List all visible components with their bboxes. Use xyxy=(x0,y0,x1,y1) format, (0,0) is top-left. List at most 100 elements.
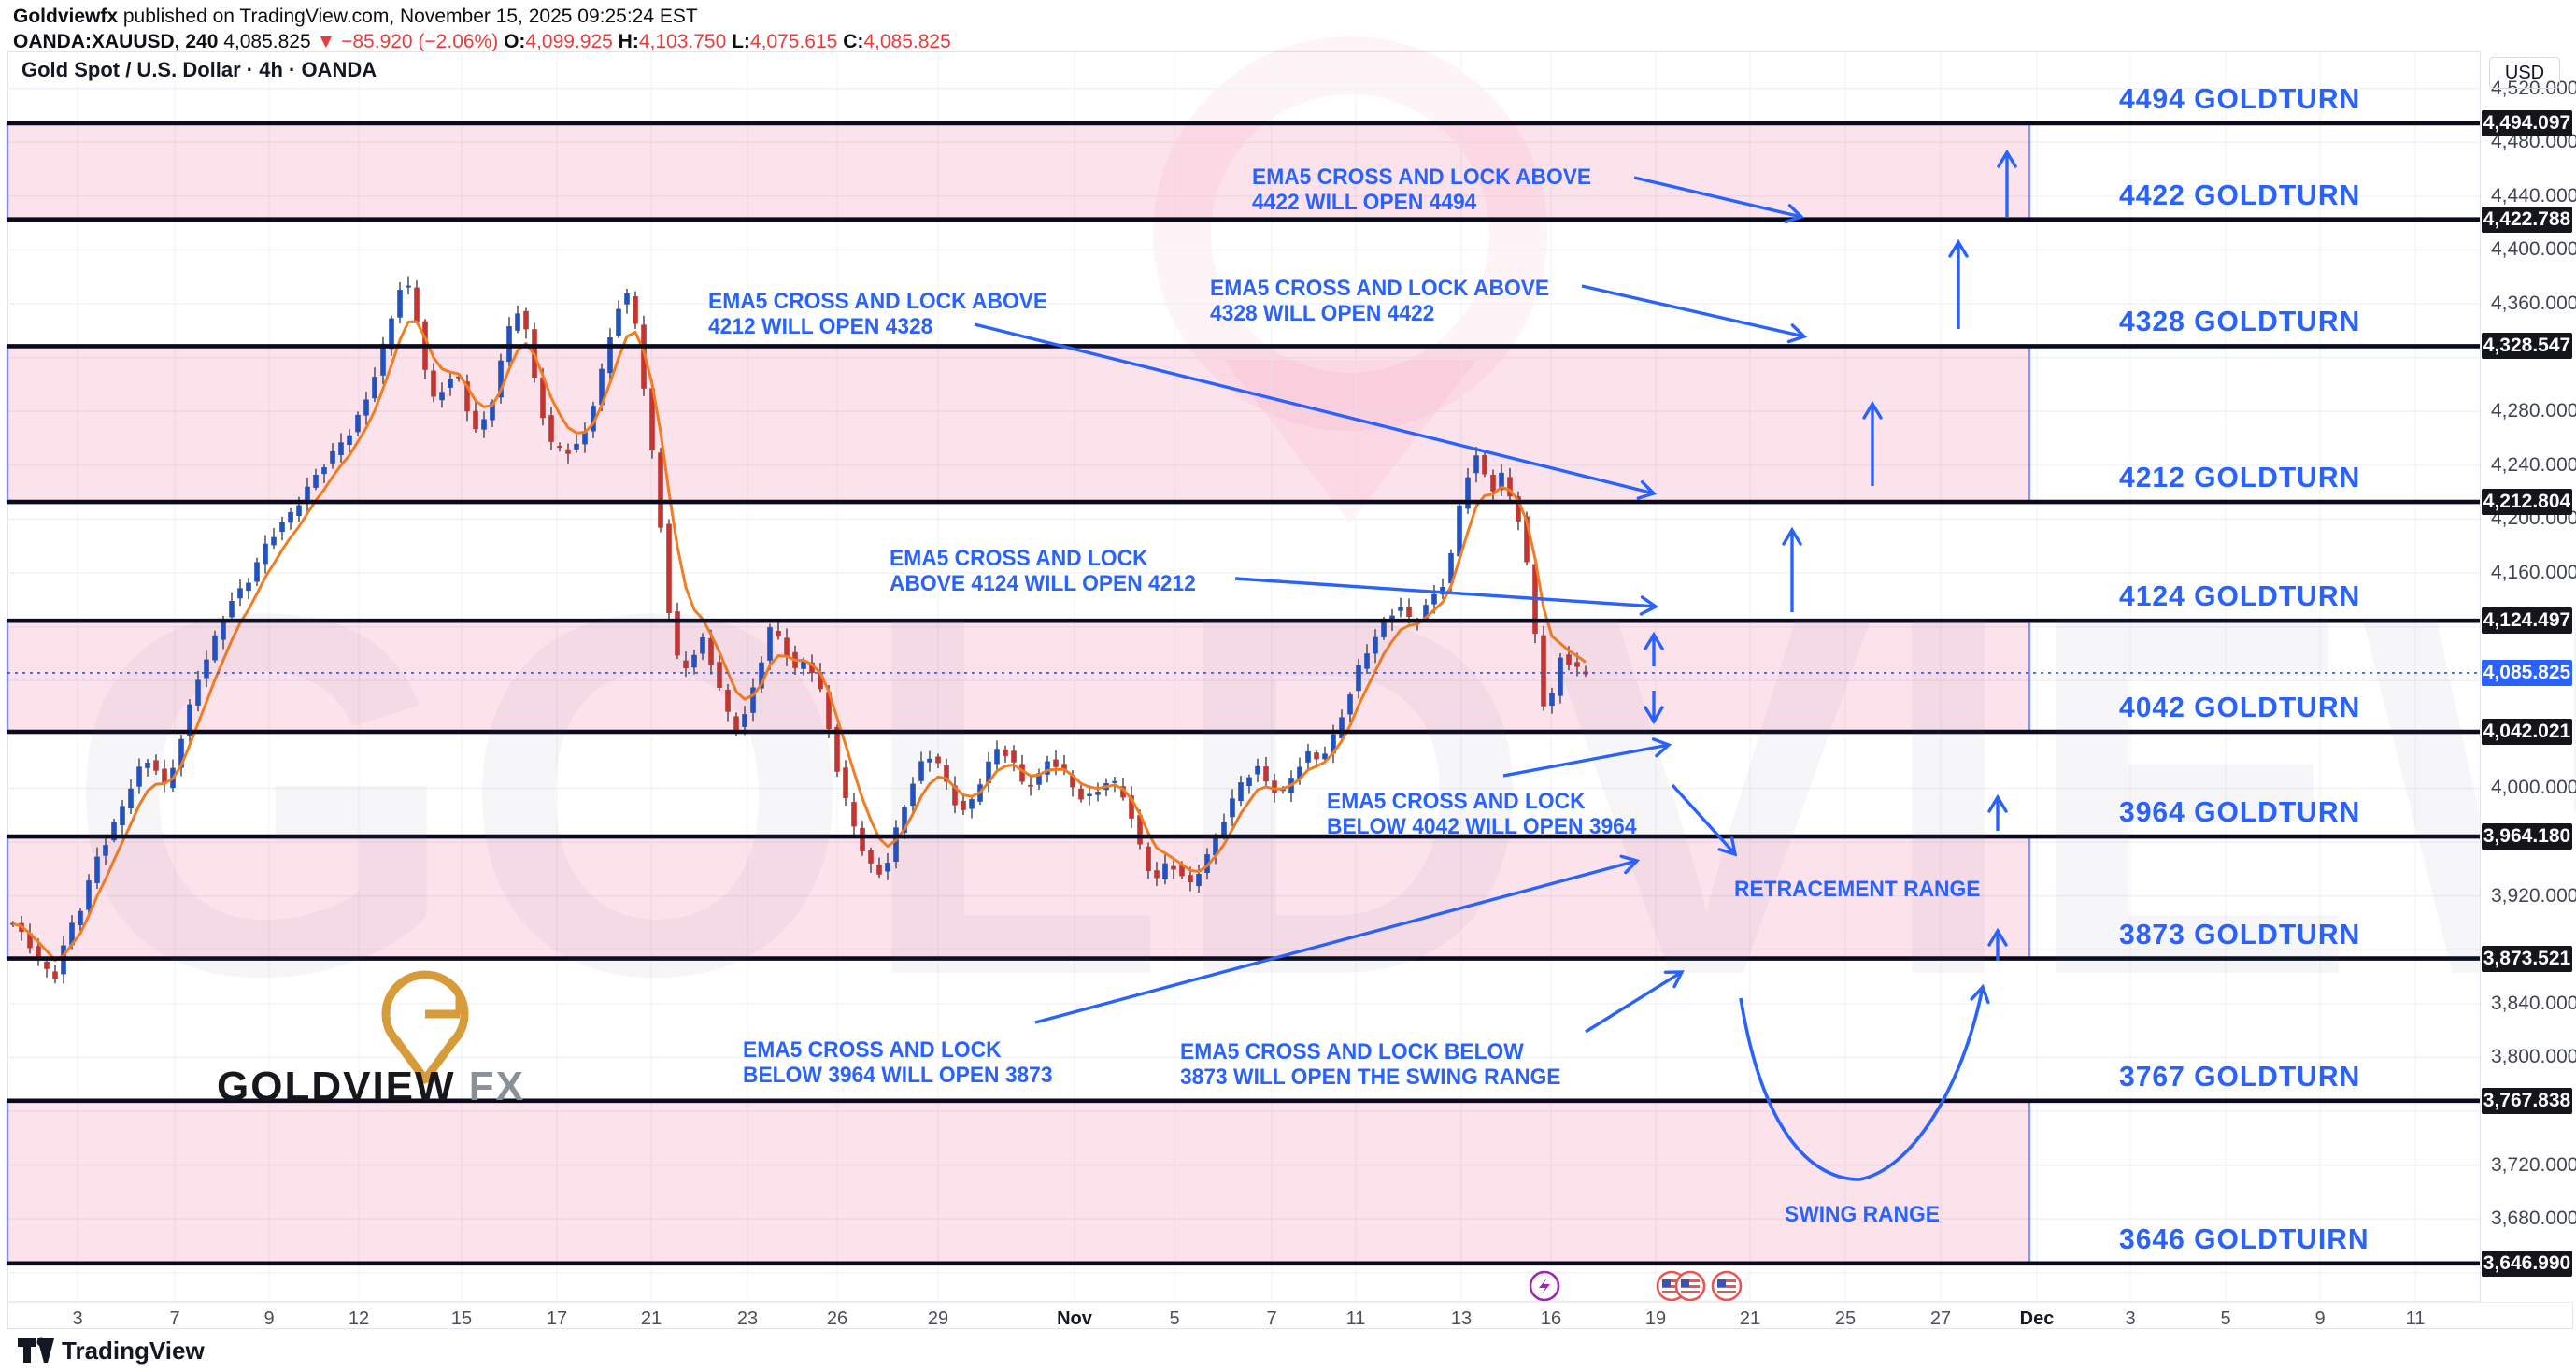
ohlc-key-3: C: xyxy=(843,31,864,52)
us-flag-icon[interactable] xyxy=(1674,1270,1706,1302)
date-tick-label: 3 xyxy=(72,1308,83,1329)
candle-body xyxy=(1230,798,1235,818)
candle-body xyxy=(565,449,571,454)
goldturn-band[interactable] xyxy=(6,835,2031,960)
swing-range-curve-arrow[interactable] xyxy=(1739,983,1990,1181)
goldturn-band[interactable] xyxy=(6,620,2031,734)
ann-4124[interactable]: EMA5 CROSS AND LOCK ABOVE 4124 WILL OPEN … xyxy=(890,546,1196,596)
date-tick-label: 11 xyxy=(2405,1308,2426,1329)
candle-body xyxy=(363,399,369,416)
candle-body xyxy=(557,446,562,449)
candle-body xyxy=(902,807,907,834)
candle-body xyxy=(69,922,75,946)
tradingview-logo-icon[interactable] xyxy=(17,1336,54,1365)
footer: TradingView xyxy=(17,1335,205,1366)
candle-body xyxy=(1381,620,1387,637)
level-price-badge: 4,422.788 xyxy=(2482,206,2572,233)
candle-body xyxy=(1457,505,1462,557)
ann-4328[interactable]: EMA5 CROSS AND LOCK ABOVE 4212 WILL OPEN … xyxy=(708,289,1047,339)
annotation-arrow[interactable] xyxy=(1585,970,1685,1034)
swing-range-line: SWING RANGE xyxy=(1785,1202,1940,1227)
goldturn-label[interactable]: 4494 GOLDTURN xyxy=(2119,82,2361,115)
candle-body xyxy=(523,310,529,330)
goldturn-label[interactable]: 4124 GOLDTURN xyxy=(2119,579,2361,613)
lightning-icon[interactable] xyxy=(1529,1270,1560,1302)
ann-3964[interactable]: EMA5 CROSS AND LOCK BELOW 3964 WILL OPEN … xyxy=(743,1037,1053,1088)
chart-pane[interactable] xyxy=(7,51,2573,1329)
candle-body xyxy=(313,475,319,488)
annotation-arrow[interactable] xyxy=(1034,854,1641,1024)
goldturn-band[interactable] xyxy=(6,1099,2031,1265)
goldturn-label[interactable]: 4422 GOLDTURN xyxy=(2119,178,2361,211)
candle-body xyxy=(927,758,932,763)
goldturn-label[interactable]: 3646 GOLDTUIRN xyxy=(2119,1222,2370,1255)
date-tick-label: 16 xyxy=(1540,1308,1562,1329)
date-tick-label: 21 xyxy=(640,1308,662,1329)
chart-title: Gold Spot / U.S. Dollar · 4h · OANDA xyxy=(21,58,377,81)
candle-body xyxy=(759,662,764,689)
candle-body xyxy=(801,660,806,669)
candle-body xyxy=(406,285,411,288)
swing-range[interactable]: SWING RANGE xyxy=(1785,1202,1940,1227)
candle-body xyxy=(221,621,226,640)
candle-body xyxy=(700,637,705,654)
level-price-badge: 3,873.521 xyxy=(2482,945,2572,972)
date-tick-label: Nov xyxy=(1057,1308,1092,1329)
annotation-arrow[interactable] xyxy=(1671,783,1738,857)
price-change: −85.920 (−2.06%) xyxy=(341,31,505,52)
annotation-arrow[interactable] xyxy=(1502,737,1672,778)
candle-body xyxy=(935,756,941,764)
annotation-arrow[interactable] xyxy=(1234,577,1659,616)
annotation-arrow[interactable] xyxy=(1581,284,1808,344)
candle-body xyxy=(1003,749,1008,756)
candle-body xyxy=(776,631,781,637)
candle-body xyxy=(1238,782,1244,802)
goldturn-label[interactable]: 3767 GOLDTURN xyxy=(2119,1059,2361,1093)
annotation-arrow[interactable] xyxy=(1633,176,1805,224)
goldturn-label[interactable]: 4328 GOLDTURN xyxy=(2119,305,2361,338)
goldviewfx-logo xyxy=(374,967,477,1089)
ann-4494-line: EMA5 CROSS AND LOCK ABOVE xyxy=(1252,164,1592,190)
price-tick-label: 4,440.000 xyxy=(2491,184,2576,207)
candle-body xyxy=(515,313,520,331)
retracement-range[interactable]: RETRACEMENT RANGE xyxy=(1734,877,1980,902)
annotation-arrow[interactable] xyxy=(974,322,1658,500)
ohlc-key-1: H: xyxy=(618,31,639,52)
goldturn-label[interactable]: 3964 GOLDTURN xyxy=(2119,795,2361,829)
goldturn-band[interactable] xyxy=(6,345,2031,504)
candle-body xyxy=(1179,865,1185,877)
date-tick-label: 12 xyxy=(348,1308,370,1329)
current-price-badge: 4,085.825 xyxy=(2482,659,2572,686)
goldturn-label[interactable]: 4042 GOLDTURN xyxy=(2119,690,2361,723)
tradingview-brand[interactable]: TradingView xyxy=(62,1336,205,1365)
goldturn-label[interactable]: 3873 GOLDTURN xyxy=(2119,917,2361,950)
candle-body xyxy=(1070,775,1075,788)
ann-3873[interactable]: EMA5 CROSS AND LOCK BELOW 3873 WILL OPEN … xyxy=(1180,1039,1561,1090)
goldturn-band[interactable] xyxy=(6,121,2031,221)
candle-body xyxy=(279,522,285,532)
goldturn-label[interactable]: 4212 GOLDTURN xyxy=(2119,461,2361,494)
candle-body xyxy=(490,402,495,421)
candle-body xyxy=(414,287,420,322)
us-flag-icon[interactable] xyxy=(1711,1270,1743,1302)
candle-body xyxy=(1406,607,1412,617)
ann-4042[interactable]: EMA5 CROSS AND LOCK BELOW 4042 WILL OPEN … xyxy=(1327,789,1637,839)
axis-currency-toggle[interactable]: USD xyxy=(2489,57,2560,89)
ann-4494[interactable]: EMA5 CROSS AND LOCK ABOVE 4422 WILL OPEN … xyxy=(1252,164,1591,215)
level-price-badge: 4,328.547 xyxy=(2482,333,2572,360)
candle-body xyxy=(1322,753,1328,760)
candle-body xyxy=(1339,717,1345,739)
ann-3873-line: 3873 WILL OPEN THE SWING RANGE xyxy=(1180,1065,1561,1090)
ann-4422[interactable]: EMA5 CROSS AND LOCK ABOVE 4328 WILL OPEN … xyxy=(1210,276,1549,326)
publish-line: Goldviewfx published on TradingView.com,… xyxy=(13,4,951,29)
candle-body xyxy=(1305,750,1311,763)
candle-body xyxy=(1137,815,1143,845)
ann-3873-line: EMA5 CROSS AND LOCK BELOW xyxy=(1180,1039,1524,1065)
publisher-name: Goldviewfx xyxy=(13,6,119,27)
candle-body xyxy=(448,379,453,388)
symbol-name: OANDA:XAUUSD, 240 xyxy=(13,31,219,52)
candle-body xyxy=(1221,822,1227,837)
price-tick-label: 3,680.000 xyxy=(2491,1208,2576,1230)
